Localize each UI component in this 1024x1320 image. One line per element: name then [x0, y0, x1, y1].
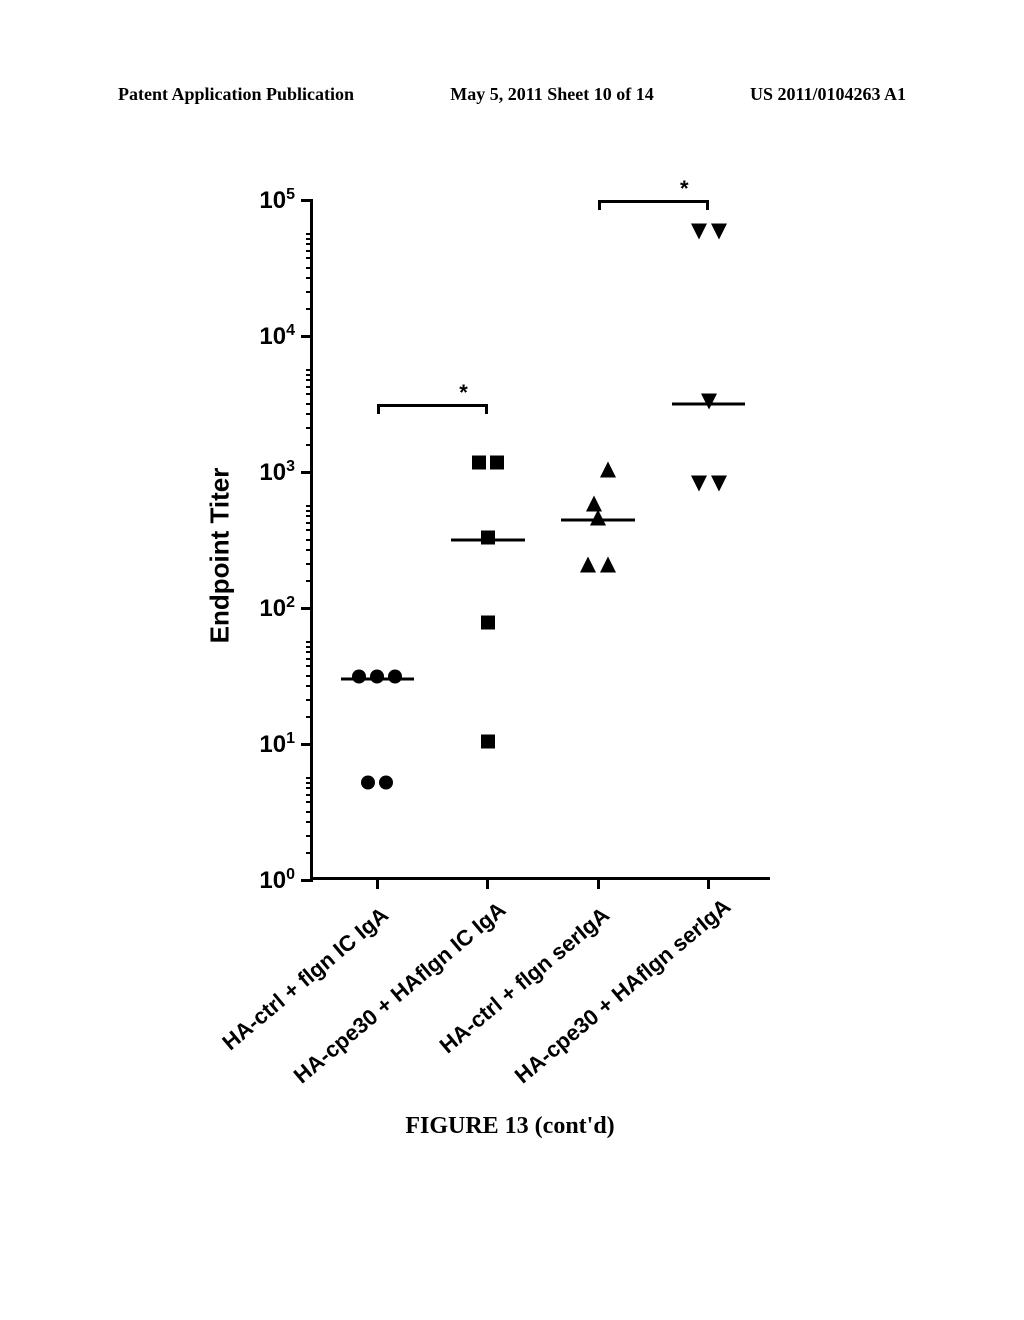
y-tick: [301, 199, 313, 202]
y-minor-tick: [306, 777, 313, 779]
y-minor-tick: [306, 277, 313, 279]
y-minor-tick: [306, 658, 313, 660]
data-point: [352, 670, 366, 689]
y-axis-label: Endpoint Titer: [205, 468, 236, 644]
x-category-label: HA-ctrl + flgn IC IgA: [178, 902, 394, 1089]
significance-star: *: [680, 176, 689, 202]
data-point: [600, 557, 616, 578]
y-tick-label: 100: [259, 866, 295, 895]
data-point: [711, 224, 727, 245]
y-minor-tick: [306, 835, 313, 837]
y-minor-tick: [306, 427, 313, 429]
x-tick: [376, 877, 379, 889]
y-minor-tick: [306, 243, 313, 245]
data-point: [490, 456, 504, 475]
data-point: [370, 670, 384, 689]
data-point: [481, 735, 495, 754]
y-minor-tick: [306, 563, 313, 565]
y-minor-tick: [306, 685, 313, 687]
data-point: [691, 475, 707, 496]
y-minor-tick: [306, 233, 313, 235]
y-minor-tick: [306, 821, 313, 823]
y-minor-tick: [306, 811, 313, 813]
y-tick: [301, 879, 313, 882]
y-minor-tick: [306, 529, 313, 531]
x-category-label: HA-ctrl + flgn serIgA: [399, 902, 615, 1089]
data-point: [379, 775, 393, 794]
y-minor-tick: [306, 801, 313, 803]
y-minor-tick: [306, 641, 313, 643]
data-point: [472, 456, 486, 475]
scatter-chart: Endpoint Titer 100101102103104105HA-ctrl…: [190, 180, 830, 1140]
y-minor-tick: [306, 515, 313, 517]
x-category-label: HA-cpe30 + HAflgn IC IgA: [289, 902, 505, 1089]
y-minor-tick: [306, 379, 313, 381]
y-minor-tick: [306, 510, 313, 512]
y-minor-tick: [306, 369, 313, 371]
y-minor-tick: [306, 393, 313, 395]
y-minor-tick: [306, 665, 313, 667]
y-minor-tick: [306, 539, 313, 541]
y-minor-tick: [306, 794, 313, 796]
y-minor-tick: [306, 852, 313, 854]
y-minor-tick: [306, 291, 313, 293]
figure-caption: FIGURE 13 (cont'd): [405, 1113, 614, 1140]
header-center: May 5, 2011 Sheet 10 of 14: [450, 84, 653, 105]
data-point: [691, 224, 707, 245]
y-minor-tick: [306, 505, 313, 507]
significance-bracket: [377, 404, 487, 407]
y-minor-tick: [306, 238, 313, 240]
y-minor-tick: [306, 549, 313, 551]
y-tick-label: 104: [259, 322, 295, 351]
y-minor-tick: [306, 646, 313, 648]
y-minor-tick: [306, 308, 313, 310]
y-tick: [301, 335, 313, 338]
y-minor-tick: [306, 716, 313, 718]
y-minor-tick: [306, 580, 313, 582]
y-minor-tick: [306, 250, 313, 252]
y-tick: [301, 607, 313, 610]
y-minor-tick: [306, 267, 313, 269]
data-point: [361, 775, 375, 794]
y-minor-tick: [306, 699, 313, 701]
data-point: [481, 531, 495, 550]
y-tick: [301, 743, 313, 746]
data-point: [701, 394, 717, 415]
data-point: [711, 475, 727, 496]
y-tick-label: 105: [259, 186, 295, 215]
y-minor-tick: [306, 787, 313, 789]
x-category-label: HA-cpe30 + HAflgn serIgA: [509, 902, 725, 1089]
header-left: Patent Application Publication: [118, 84, 354, 105]
y-minor-tick: [306, 374, 313, 376]
y-minor-tick: [306, 522, 313, 524]
y-minor-tick: [306, 403, 313, 405]
y-minor-tick: [306, 675, 313, 677]
data-point: [580, 557, 596, 578]
x-tick: [597, 877, 600, 889]
y-minor-tick: [306, 444, 313, 446]
y-tick-label: 103: [259, 458, 295, 487]
header-right: US 2011/0104263 A1: [750, 84, 906, 105]
data-point: [600, 462, 616, 483]
y-minor-tick: [306, 782, 313, 784]
data-point: [481, 616, 495, 635]
y-minor-tick: [306, 386, 313, 388]
y-minor-tick: [306, 651, 313, 653]
y-tick: [301, 471, 313, 474]
y-minor-tick: [306, 257, 313, 259]
data-point: [388, 670, 402, 689]
data-point: [590, 509, 606, 530]
x-tick: [707, 877, 710, 889]
y-tick-label: 101: [259, 730, 295, 759]
x-tick: [486, 877, 489, 889]
significance-bracket: [598, 200, 708, 203]
plot-area: 100101102103104105HA-ctrl + flgn IC IgAH…: [310, 200, 770, 880]
y-minor-tick: [306, 413, 313, 415]
y-tick-label: 102: [259, 594, 295, 623]
significance-star: *: [459, 380, 468, 406]
